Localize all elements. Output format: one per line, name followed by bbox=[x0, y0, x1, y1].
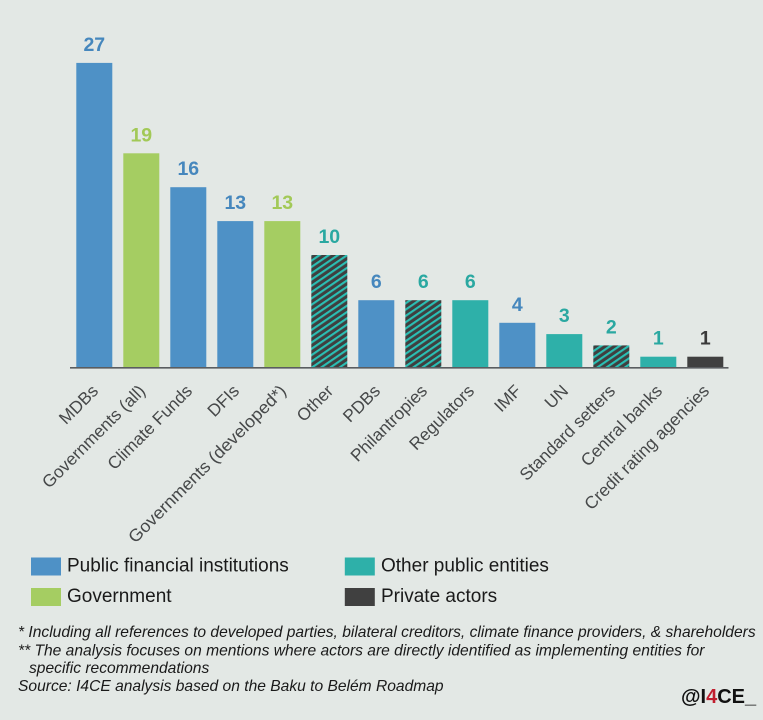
svg-text:6: 6 bbox=[418, 271, 429, 293]
svg-text:1: 1 bbox=[700, 328, 711, 350]
svg-text:@I4CE_: @I4CE_ bbox=[681, 686, 757, 708]
svg-text:* Including all references to: * Including all references to developed … bbox=[18, 624, 756, 641]
svg-text:Source: I4CE analysis based on: Source: I4CE analysis based on the Baku … bbox=[18, 678, 444, 695]
svg-text:19: 19 bbox=[130, 124, 152, 146]
svg-text:Government: Government bbox=[67, 586, 172, 607]
svg-text:Private actors: Private actors bbox=[381, 586, 497, 607]
svg-text:1: 1 bbox=[653, 328, 664, 350]
svg-text:Public financial institutions: Public financial institutions bbox=[67, 556, 289, 577]
svg-text:27: 27 bbox=[83, 34, 105, 56]
svg-text:** The analysis focuses on men: ** The analysis focuses on mentions wher… bbox=[18, 643, 705, 660]
svg-text:2: 2 bbox=[606, 316, 617, 338]
svg-text:13: 13 bbox=[271, 192, 293, 214]
svg-text:13: 13 bbox=[224, 192, 246, 214]
svg-text:6: 6 bbox=[371, 271, 382, 293]
svg-text:Other public entities: Other public entities bbox=[381, 556, 549, 577]
svg-text:16: 16 bbox=[177, 158, 199, 180]
svg-text:specific recommendations: specific recommendations bbox=[29, 660, 209, 677]
svg-text:3: 3 bbox=[559, 305, 570, 327]
svg-text:10: 10 bbox=[318, 226, 340, 248]
svg-text:4: 4 bbox=[512, 294, 523, 316]
svg-text:6: 6 bbox=[465, 271, 476, 293]
